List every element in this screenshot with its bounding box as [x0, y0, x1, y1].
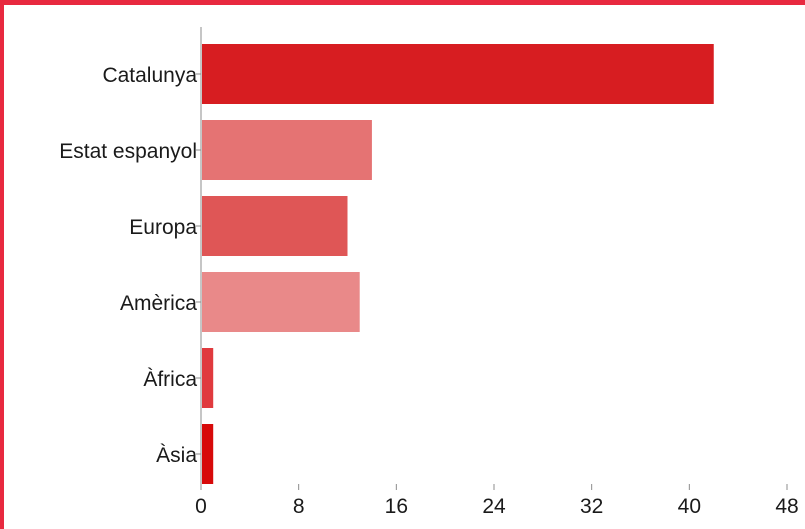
bars-group: [202, 44, 714, 484]
x-tick-label: 24: [482, 495, 506, 518]
y-axis: Catalunya Estat espanyol Europa Amèrica Àfri…: [59, 27, 202, 484]
x-tick-label: 32: [580, 495, 603, 518]
x-tick-label: 8: [293, 495, 305, 518]
x-tick-label: 40: [678, 495, 701, 518]
y-tick-label: Amèrica: [120, 292, 197, 315]
bar-4[interactable]: [202, 348, 214, 408]
bar-3[interactable]: [202, 272, 360, 332]
y-tick-label: Europa: [129, 216, 197, 239]
y-tick-label: Estat espanyol: [59, 140, 197, 163]
x-tick-label: 48: [775, 495, 798, 518]
bar-2[interactable]: [202, 196, 348, 256]
x-tick-label: 0: [195, 495, 207, 518]
y-tick-label: Àfrica: [143, 368, 197, 391]
y-tick-label: Àsia: [156, 444, 197, 467]
chart-frame: Catalunya Estat espanyol Europa Amèrica Àfri…: [4, 5, 805, 529]
y-tick-label: Catalunya: [102, 64, 197, 87]
bar-1[interactable]: [202, 120, 372, 180]
bar-0[interactable]: [202, 44, 714, 104]
x-tick-label: 16: [385, 495, 408, 518]
bar-5[interactable]: [202, 424, 214, 484]
x-axis: 0 8 16 24 32 40 48: [195, 484, 799, 518]
bar-chart: Catalunya Estat espanyol Europa Amèrica Àfri…: [59, 27, 799, 518]
